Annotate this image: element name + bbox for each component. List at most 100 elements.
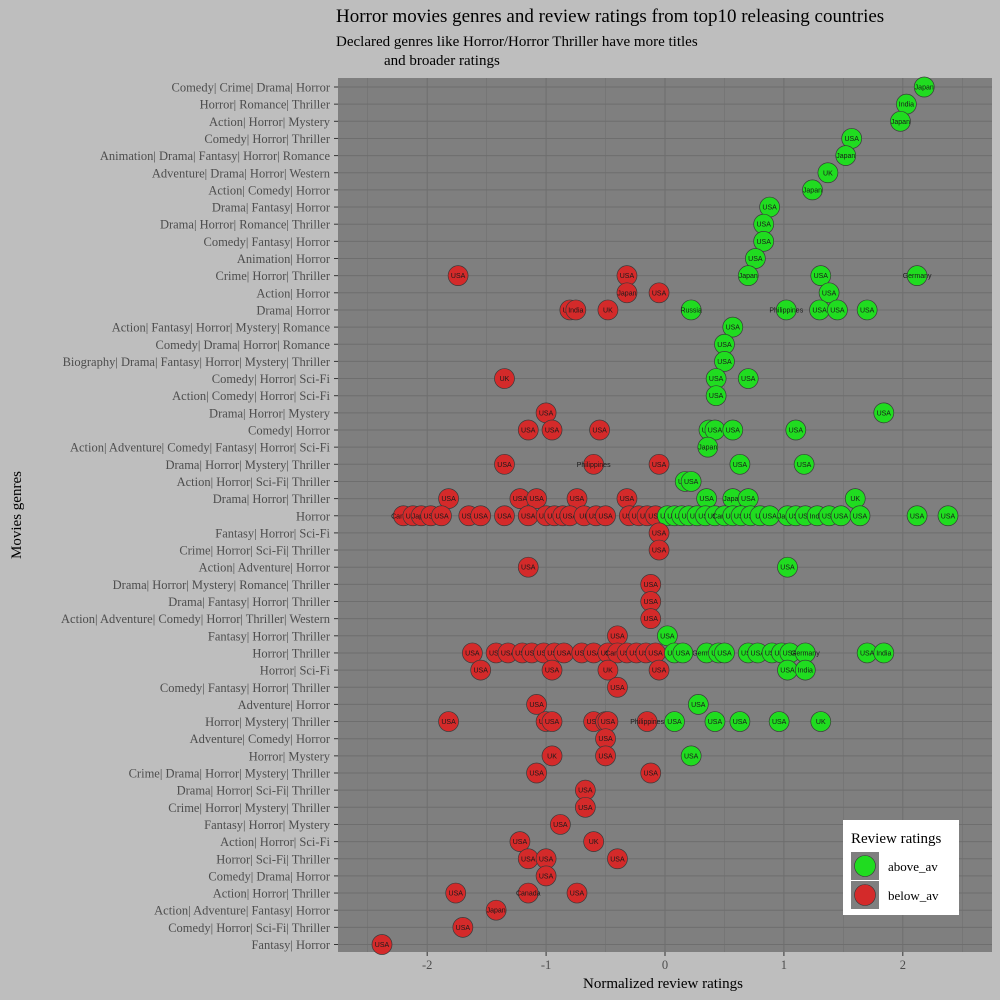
- data-point-label: USA: [434, 513, 449, 520]
- data-point-label: USA: [465, 650, 480, 657]
- data-point: USA: [640, 573, 662, 595]
- data-point-label: USA: [441, 719, 456, 726]
- data-point-circle: [937, 505, 959, 527]
- data-point-label: Japan: [487, 908, 506, 915]
- data-point-circle: [636, 711, 658, 732]
- data-point: USA: [759, 505, 780, 527]
- data-point-circle: [462, 642, 483, 664]
- data-point-label: USA: [652, 530, 667, 537]
- y-tick-label: Animation| Drama| Fantasy| Horror| Roman…: [100, 149, 331, 163]
- data-point: Japan: [737, 265, 759, 286]
- data-point-label: USA: [798, 513, 813, 520]
- data-point-circle: [371, 934, 393, 955]
- data-point: USA: [856, 299, 878, 321]
- data-point: USA: [526, 694, 547, 715]
- data-point-label: UK: [603, 668, 613, 675]
- data-point-label: USA: [570, 496, 585, 503]
- data-point: USA: [687, 694, 709, 715]
- data-point-label: Japan: [617, 290, 636, 297]
- data-point-label: USA: [756, 222, 771, 229]
- data-point: USA: [722, 419, 744, 441]
- data-point-circle: [541, 419, 563, 441]
- y-tick-label: Comedy| Fantasy| Horror: [203, 235, 330, 249]
- data-point-label: USA: [684, 753, 699, 760]
- y-tick-label: Fantasy| Horror| Sci-Fi: [215, 526, 330, 540]
- data-point-label: USA: [601, 719, 616, 726]
- data-point-circle: [873, 402, 895, 424]
- data-point-label: USA: [578, 805, 593, 812]
- data-point-circle: [595, 745, 616, 767]
- data-point-label: USA: [497, 462, 512, 469]
- data-point-label: Canada: [516, 891, 541, 898]
- data-point: USA: [648, 282, 670, 304]
- data-point-circle: [680, 299, 702, 321]
- data-point: USA: [550, 814, 571, 835]
- data-point-label: USA: [521, 428, 536, 435]
- data-point: USA: [827, 299, 848, 321]
- y-tick-label: Action| Comedy| Horror| Sci-Fi: [172, 389, 330, 403]
- data-point-circle: [565, 299, 587, 321]
- data-point-label: UK: [823, 170, 833, 177]
- data-point-label: USA: [578, 788, 593, 795]
- data-point: UK: [844, 488, 866, 509]
- data-point-label: USA: [756, 239, 771, 246]
- data-point-label: USA: [772, 719, 787, 726]
- y-tick-label: Horror| Mystery| Thriller: [205, 715, 331, 729]
- data-point-circle: [494, 505, 515, 527]
- data-point-label: USA: [726, 428, 741, 435]
- data-point: USA: [541, 419, 563, 441]
- data-point-label: USA: [860, 650, 875, 657]
- chart-subtitle-line1: Declared genres like Horror/Horror Thril…: [336, 34, 698, 50]
- data-point-label: USA: [941, 513, 956, 520]
- data-point: USA: [648, 659, 670, 681]
- data-point-circle: [810, 711, 832, 732]
- data-point-label: USA: [648, 513, 663, 520]
- data-point-label: USA: [539, 410, 554, 417]
- data-point-circle: [607, 676, 628, 698]
- data-point: USA: [849, 505, 871, 527]
- data-point: USA: [640, 608, 662, 630]
- data-point-label: USA: [553, 822, 568, 829]
- data-point-circle: [856, 299, 878, 321]
- chart-subtitle-line2: and broader ratings: [384, 53, 500, 69]
- data-point-circle: [526, 762, 547, 784]
- data-point: USA: [906, 505, 928, 527]
- data-point-circle: [541, 711, 563, 732]
- y-tick-label: Fantasy| Horror| Thriller: [208, 629, 331, 643]
- data-point-circle: [680, 745, 702, 767]
- y-tick-label: Drama| Fantasy| Horror| Thriller: [168, 595, 331, 609]
- data-point: Canada: [516, 882, 541, 904]
- data-point-label: USA: [733, 462, 748, 469]
- data-point-label: USA: [521, 513, 536, 520]
- data-point-label: USA: [853, 513, 868, 520]
- data-point-circle: [906, 265, 928, 286]
- data-point-label: USA: [424, 513, 439, 520]
- y-tick-label: Comedy| Drama| Horror: [208, 869, 330, 883]
- data-point-circle: [794, 659, 816, 681]
- data-point: USA: [541, 711, 563, 732]
- data-point: Japan: [913, 76, 935, 98]
- data-point: USA: [704, 711, 726, 732]
- data-point-circle: [597, 659, 619, 681]
- data-point-label: USA: [513, 496, 528, 503]
- data-point-circle: [818, 282, 840, 304]
- data-point-label: USA: [545, 719, 560, 726]
- y-tick-label: Comedy| Horror| Sci-Fi| Thriller: [168, 921, 331, 935]
- data-point-circle: [722, 316, 744, 338]
- data-point: Germany: [903, 265, 932, 286]
- data-point: USA: [509, 831, 531, 852]
- data-point-label: USA: [780, 668, 795, 675]
- data-point-circle: [793, 453, 815, 475]
- data-point-circle: [574, 796, 596, 818]
- data-point-label: UK: [850, 496, 860, 503]
- data-point: USA: [729, 453, 751, 475]
- data-point-label: USA: [545, 428, 560, 435]
- data-point-label: USA: [545, 668, 560, 675]
- data-point: USA: [438, 488, 459, 509]
- data-point-circle: [729, 453, 751, 475]
- data-point-label: Japan: [891, 119, 910, 126]
- data-point: USA: [714, 351, 735, 372]
- data-point: USA: [607, 848, 628, 870]
- data-point-label: UK: [603, 307, 613, 314]
- data-point-circle: [775, 299, 797, 321]
